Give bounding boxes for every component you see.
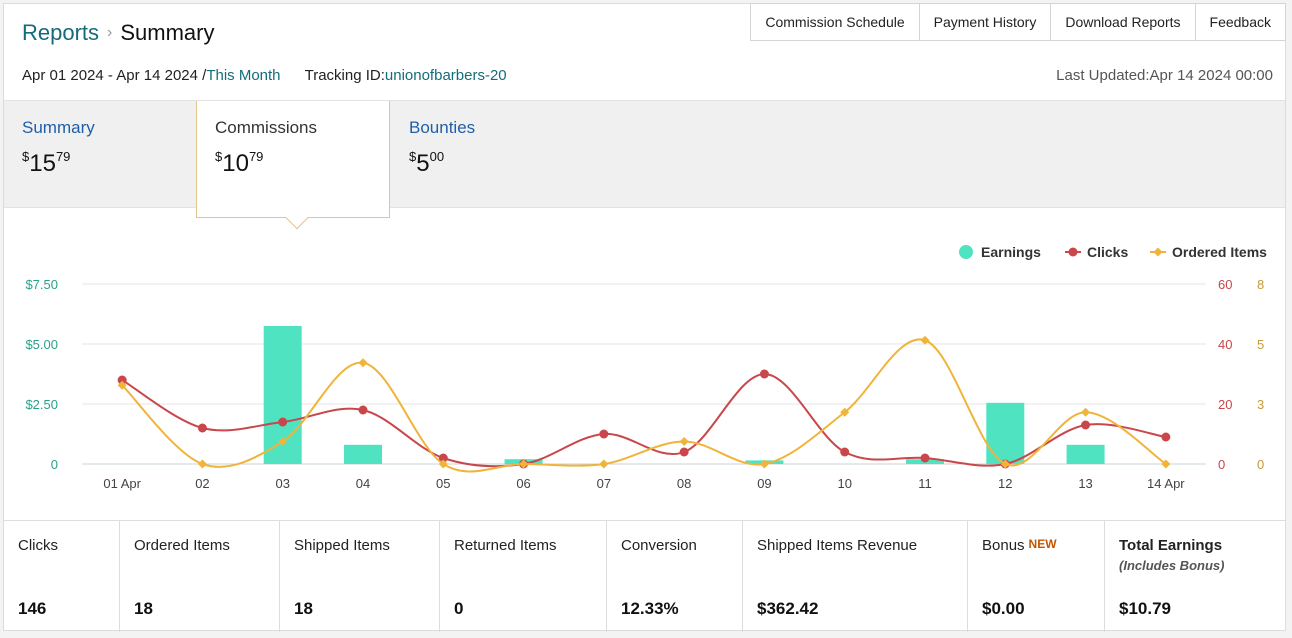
clicks-point bbox=[358, 405, 368, 415]
x-tick-label: 07 bbox=[597, 476, 611, 491]
ordered-items-point bbox=[840, 407, 850, 417]
x-tick-label: 01 Apr bbox=[103, 476, 141, 491]
earnings-bar bbox=[986, 402, 1025, 464]
ordered-items-point bbox=[1000, 459, 1010, 469]
y-left-tick-label: $2.50 bbox=[25, 397, 58, 412]
legend-ordered-items-icon bbox=[1153, 247, 1163, 257]
x-tick-label: 05 bbox=[436, 476, 450, 491]
ordered-items-point bbox=[679, 437, 689, 446]
commission-schedule-button[interactable]: Commission Schedule bbox=[750, 3, 920, 41]
x-tick-label: 14 Apr bbox=[1147, 476, 1185, 491]
payment-history-button[interactable]: Payment History bbox=[918, 3, 1052, 41]
breadcrumb-separator-icon: › bbox=[107, 24, 113, 41]
clicks-point bbox=[438, 453, 448, 463]
x-tick-label: 12 bbox=[998, 476, 1012, 491]
stats-bar: Clicks 146 Ordered Items 18 Shipped Item… bbox=[4, 520, 1285, 632]
top-nav: Commission Schedule Payment History Down… bbox=[750, 3, 1286, 41]
page-title: Summary bbox=[120, 20, 215, 45]
y-left-tick-label: 0 bbox=[51, 457, 58, 472]
ordered-items-point bbox=[197, 459, 207, 469]
ordered-items-point bbox=[599, 459, 609, 469]
tab-summary[interactable]: Summary $1579 bbox=[4, 101, 196, 208]
ordered-items-point bbox=[358, 358, 368, 368]
report-subheader: Apr 01 2024 - Apr 14 2024 /This Month Tr… bbox=[22, 67, 507, 84]
y-right-clicks-tick-label: 40 bbox=[1218, 337, 1232, 352]
stat-total-earnings: Total Earnings (Includes Bonus) $10.79 bbox=[1119, 537, 1225, 618]
feedback-button[interactable]: Feedback bbox=[1194, 3, 1286, 41]
tab-bounties[interactable]: Bounties $500 bbox=[391, 101, 583, 208]
tab-bounties-amount: $500 bbox=[409, 149, 445, 177]
clicks-point bbox=[197, 423, 207, 433]
ordered-items-point bbox=[519, 459, 529, 469]
x-tick-label: 09 bbox=[757, 476, 771, 491]
y-left-tick-label: $7.50 bbox=[25, 277, 58, 292]
y-right-items-tick-label: 0 bbox=[1257, 457, 1264, 472]
x-tick-label: 02 bbox=[195, 476, 209, 491]
breadcrumb-reports-link[interactable]: Reports bbox=[22, 20, 100, 45]
ordered-items-point bbox=[759, 459, 769, 469]
ordered-items-point bbox=[438, 459, 448, 469]
this-month-link[interactable]: This Month bbox=[206, 67, 281, 84]
stat-returned-items: Returned Items 0 bbox=[440, 521, 607, 632]
y-right-clicks-tick-label: 20 bbox=[1218, 397, 1232, 412]
tab-summary-amount: $1579 bbox=[22, 149, 71, 177]
earnings-bar bbox=[344, 444, 382, 464]
report-panel: Reports › Summary Commission Schedule Pa… bbox=[3, 3, 1286, 632]
y-right-items-tick-label: 8 bbox=[1257, 277, 1264, 292]
clicks-point bbox=[759, 369, 769, 379]
tracking-id-label: Tracking ID: bbox=[304, 67, 385, 84]
tracking-id-link[interactable]: unionofbarbers-20 bbox=[384, 67, 507, 84]
y-right-clicks-tick-label: 60 bbox=[1218, 277, 1232, 292]
x-tick-label: 06 bbox=[516, 476, 530, 491]
stat-ordered-items: Ordered Items 18 bbox=[120, 521, 280, 632]
y-right-items-tick-label: 5 bbox=[1257, 337, 1264, 352]
tab-summary-label: Summary bbox=[22, 118, 95, 137]
tab-commissions-amount: $1079 bbox=[215, 149, 264, 177]
new-badge: NEW bbox=[1028, 537, 1057, 551]
y-right-items-tick-label: 3 bbox=[1257, 397, 1264, 412]
y-left-tick-label: $5.00 bbox=[25, 337, 58, 352]
legend-earnings-label: Earnings bbox=[981, 244, 1041, 260]
ordered-items-point bbox=[117, 380, 127, 390]
legend-earnings-icon bbox=[959, 245, 973, 259]
last-updated: Last Updated:Apr 14 2024 00:00 bbox=[1056, 67, 1273, 84]
ordered-items-point bbox=[1161, 459, 1171, 469]
stat-shipped-items: Shipped Items 18 bbox=[280, 521, 440, 632]
tab-commissions-label: Commissions bbox=[215, 118, 318, 137]
x-tick-label: 11 bbox=[918, 476, 932, 491]
ordered-items-point bbox=[1081, 407, 1091, 417]
tab-bounties-label: Bounties bbox=[409, 118, 476, 137]
x-tick-label: 13 bbox=[1078, 476, 1092, 491]
date-range: Apr 01 2024 - Apr 14 2024 / bbox=[22, 67, 207, 84]
legend-clicks-icon bbox=[1068, 247, 1078, 257]
stat-clicks: Clicks 146 bbox=[4, 521, 120, 632]
stat-shipped-items-revenue: Shipped Items Revenue $362.42 bbox=[743, 521, 968, 632]
ordered-items-point bbox=[278, 437, 288, 446]
clicks-line bbox=[121, 372, 1167, 468]
legend-clicks-label: Clicks bbox=[1087, 244, 1128, 260]
tab-commissions[interactable]: Commissions $1079 bbox=[196, 101, 390, 230]
x-tick-label: 04 bbox=[356, 476, 370, 491]
download-reports-button[interactable]: Download Reports bbox=[1050, 3, 1196, 41]
legend-ordered-items-label: Ordered Items bbox=[1172, 244, 1267, 260]
x-tick-label: 08 bbox=[677, 476, 691, 491]
earnings-tabs: Summary $1579 Commissions $1079 Bounties… bbox=[4, 100, 1285, 230]
clicks-point bbox=[117, 375, 127, 385]
earnings-bar bbox=[1066, 444, 1105, 464]
clicks-point bbox=[278, 417, 288, 427]
stat-conversion: Conversion 12.33% bbox=[607, 521, 743, 632]
clicks-point bbox=[1161, 432, 1171, 442]
clicks-point bbox=[840, 447, 850, 457]
clicks-point bbox=[679, 447, 689, 457]
breadcrumb: Reports › Summary bbox=[22, 20, 215, 46]
clicks-point bbox=[599, 429, 609, 439]
x-tick-label: 10 bbox=[837, 476, 851, 491]
clicks-point bbox=[1081, 420, 1091, 430]
x-tick-label: 03 bbox=[275, 476, 289, 491]
clicks-point bbox=[920, 453, 930, 463]
ordered-items-point bbox=[920, 335, 930, 345]
stat-bonus: Bonus NEW $0.00 bbox=[968, 521, 1105, 632]
y-right-clicks-tick-label: 0 bbox=[1218, 457, 1225, 472]
